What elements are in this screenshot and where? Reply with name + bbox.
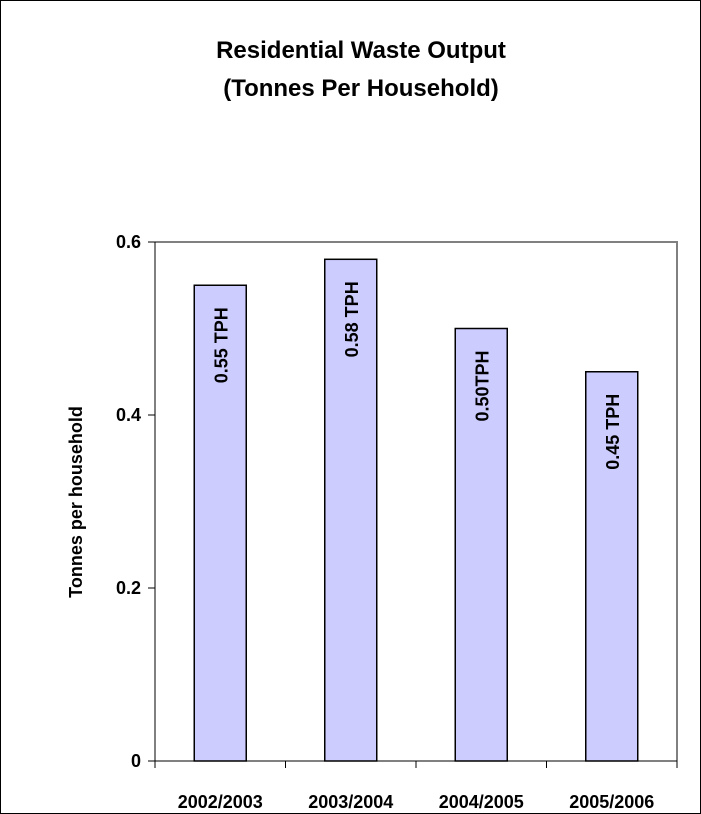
y-axis-label: Tonnes per household bbox=[66, 406, 86, 598]
plot-area: 0 0.2 0.4 0.6 0.55 TPH 2002/2003 0.58 TPH 2003/… bbox=[116, 232, 678, 812]
bar-data-label: 0.55 TPH bbox=[211, 307, 231, 383]
chart-title: Residential Waste Output bbox=[216, 37, 506, 64]
y-tick-label: 0.6 bbox=[116, 232, 141, 252]
x-tick-label: 2003/2004 bbox=[308, 792, 393, 812]
bar-data-label: 0.45 TPH bbox=[603, 394, 623, 470]
bar bbox=[324, 258, 378, 762]
x-tick-label: 2005/2006 bbox=[569, 792, 654, 812]
x-tick-label: 2004/2005 bbox=[439, 792, 524, 812]
y-tick-label: 0.2 bbox=[116, 578, 141, 598]
bar bbox=[193, 284, 247, 762]
bar bbox=[454, 327, 508, 762]
bar-data-label: 0.50TPH bbox=[472, 351, 492, 422]
y-tick-label: 0 bbox=[131, 751, 141, 771]
y-tick-label: 0.4 bbox=[116, 405, 141, 425]
chart-subtitle: (Tonnes Per Household) bbox=[223, 75, 499, 102]
bar bbox=[585, 371, 639, 762]
bar-data-label: 0.58 TPH bbox=[342, 281, 362, 357]
x-tick-label: 2002/2003 bbox=[178, 792, 263, 812]
plot-border bbox=[155, 241, 678, 761]
